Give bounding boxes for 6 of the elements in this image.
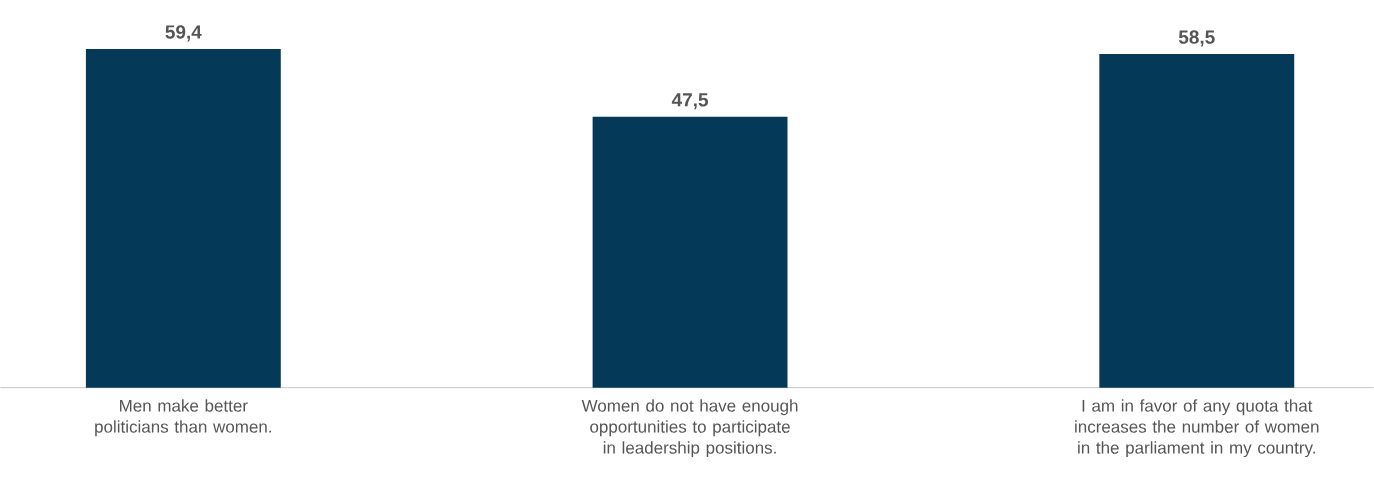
x-tick-label: Women do not have enough opportunities to participate in leadership positions.	[581, 399, 798, 458]
data-label: 59,4	[165, 25, 202, 42]
x-tick-label: I am in favor of any quota that increases the number of women in the parliament in my country.	[1075, 399, 1319, 458]
data-label: 58,5	[1178, 30, 1215, 47]
data-label: 47,5	[671, 93, 708, 110]
x-tick-label: Men make better politicians than women.	[95, 399, 271, 437]
